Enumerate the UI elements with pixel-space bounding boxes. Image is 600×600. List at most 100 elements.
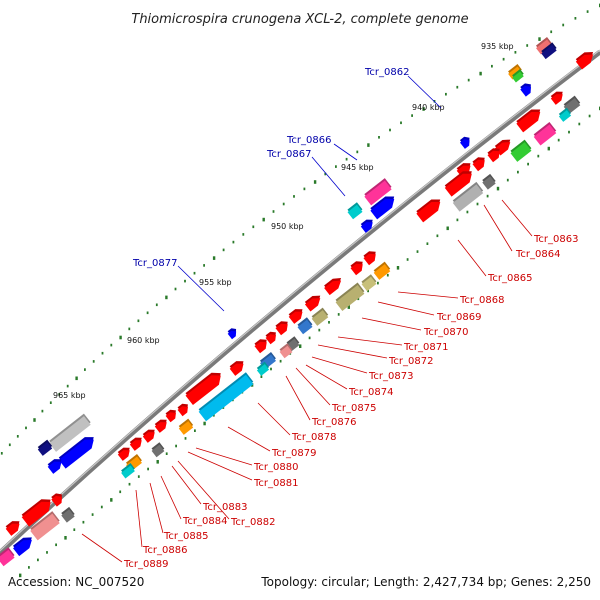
gene-arrow — [487, 148, 500, 163]
tick-dot — [400, 121, 402, 125]
tick-dot — [588, 114, 591, 118]
gene-box — [364, 178, 392, 206]
tick-dot — [33, 418, 36, 422]
tick-dot — [203, 421, 206, 426]
gene-label: Tcr_0870 — [423, 327, 468, 338]
tick-dot — [147, 467, 149, 471]
gene-label: Tcr_0875 — [331, 403, 376, 414]
leader-line — [135, 489, 143, 548]
tick-dot — [82, 520, 85, 524]
gene-label: Tcr_0880 — [253, 462, 298, 473]
tick-dot — [328, 321, 330, 324]
tick-dot — [411, 114, 413, 117]
gene-arrow — [363, 251, 376, 266]
tick-dot — [193, 271, 196, 275]
tick-dot — [252, 225, 255, 229]
gene-label: Tcr_0876 — [311, 417, 356, 428]
gene-arrow — [12, 537, 32, 557]
tick-dot — [318, 328, 321, 332]
leader-line — [397, 291, 459, 299]
leader-line — [257, 402, 291, 436]
gene-labels-red: Tcr_0863 Tcr_0864 Tcr_0865 Tcr_0868 Tcr_… — [123, 234, 578, 570]
genome-summary-text: Topology: circular; Length: 2,427,734 bp… — [260, 575, 591, 589]
tick-dot — [578, 122, 581, 126]
gene-arrow — [350, 261, 363, 276]
tick-marks — [0, 3, 600, 578]
tick-dot — [445, 92, 447, 96]
leader-line — [311, 356, 368, 374]
leader-line — [501, 199, 533, 237]
tick-dot — [84, 368, 86, 371]
leader-line — [149, 482, 164, 534]
tick-dot — [303, 187, 306, 191]
kbp-label: 960 kbp — [127, 336, 160, 345]
tick-dot — [357, 297, 360, 301]
gene-arrow — [154, 419, 167, 433]
gene-box — [198, 372, 254, 422]
gene-arrow — [472, 157, 485, 172]
gene-arrow — [51, 493, 62, 507]
gene-arrow — [47, 459, 62, 474]
gene-arrow — [304, 295, 321, 312]
tick-dot — [100, 505, 103, 509]
tick-dot — [324, 172, 327, 176]
gene-arrow — [288, 309, 303, 324]
leader-line — [457, 239, 487, 277]
tick-dot — [293, 195, 295, 198]
tick-dot — [0, 452, 3, 455]
tick-dot — [378, 136, 380, 139]
label-leaders — [81, 75, 533, 563]
kbp-label: 940 kbp — [412, 103, 445, 112]
gene-labels-blue: Tcr_0862 Tcr_0866 Tcr_0867 Tcr_0877 — [132, 67, 409, 269]
map-title: Thiomicrospira crunogena XCL-2, complete… — [131, 12, 468, 27]
gene-box — [121, 463, 135, 479]
gene-label: Tcr_0869 — [436, 312, 481, 323]
tick-dot — [356, 150, 359, 154]
gene-arrow — [227, 328, 237, 340]
gene-box — [482, 173, 496, 190]
tick-dot — [416, 250, 419, 253]
gene-box — [452, 181, 484, 212]
tick-dot — [137, 319, 140, 323]
gene-box — [297, 317, 313, 335]
tick-dot — [25, 426, 27, 430]
gene-label: Tcr_0868 — [459, 295, 504, 306]
leader-line — [195, 447, 253, 466]
gene-box — [533, 122, 557, 146]
genome-backbone — [0, 50, 600, 557]
tick-dot — [486, 194, 489, 198]
gene-arrow — [21, 499, 51, 527]
tick-dot — [91, 513, 94, 516]
gene-arrow — [275, 321, 288, 336]
gene-box — [541, 42, 557, 60]
leader-line — [160, 475, 182, 520]
gene-label: Tcr_0877 — [132, 258, 177, 269]
gene-arrow — [416, 199, 441, 223]
tick-dot — [406, 258, 409, 261]
leader-line — [227, 426, 271, 452]
tick-dot — [562, 23, 565, 27]
gene-label: Tcr_0886 — [142, 545, 187, 556]
kbp-label: 965 kbp — [53, 391, 86, 400]
gene-box — [535, 37, 552, 55]
tick-dot — [367, 289, 369, 293]
tick-dot — [337, 313, 340, 316]
tick-dot — [28, 566, 30, 569]
tick-dot — [347, 305, 350, 309]
tick-dot — [547, 146, 550, 151]
leader-line — [407, 75, 442, 109]
leader-line — [295, 367, 331, 406]
tick-dot — [502, 57, 505, 61]
gene-label: Tcr_0879 — [271, 448, 316, 459]
tick-dot — [272, 210, 275, 213]
gene-arrow — [516, 109, 541, 133]
tick-dot — [313, 180, 317, 184]
leader-line — [177, 265, 225, 312]
tick-dot — [119, 490, 122, 494]
tick-dot — [456, 218, 459, 222]
gene-box — [373, 261, 391, 280]
tick-dot — [49, 401, 52, 404]
leader-line — [177, 460, 230, 520]
tick-dot — [514, 51, 517, 54]
